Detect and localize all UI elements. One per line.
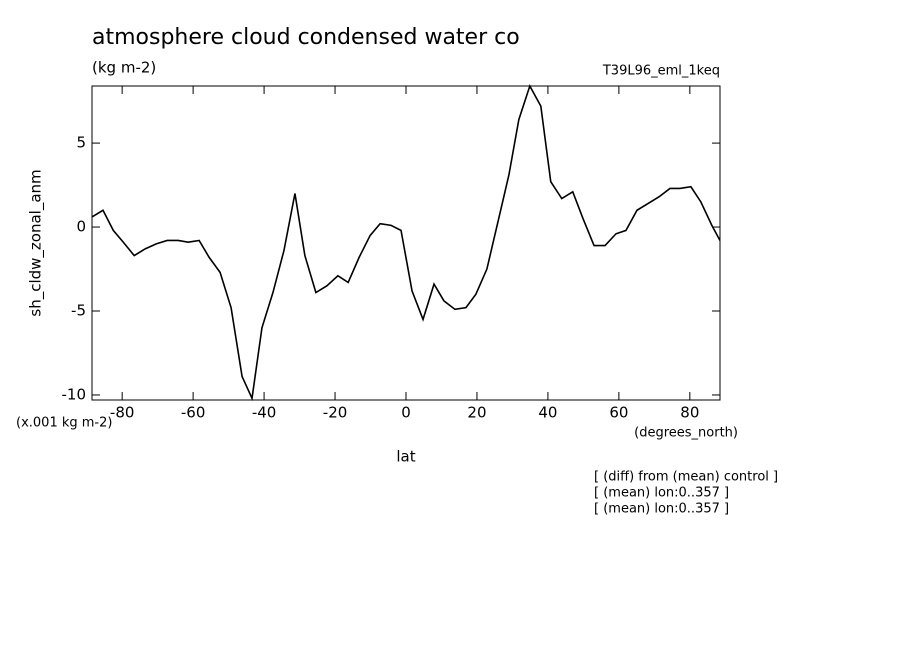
subtitle: (kg m-2)	[92, 59, 156, 77]
x-axis-label: lat	[396, 448, 415, 466]
plot-frame	[91, 85, 721, 401]
y-tick-label: 0	[76, 218, 86, 236]
y-tick-label: -10	[62, 385, 87, 403]
note: [ (mean) lon:0..357 ]	[594, 486, 729, 501]
chart-title: atmosphere cloud condensed water co	[92, 25, 520, 50]
x-tick-label: 40	[538, 404, 557, 422]
note: [ (mean) lon:0..357 ]	[594, 502, 729, 517]
y-tick-label: -5	[71, 302, 86, 320]
y-axis-label: sh_cldw_zonal_anm	[27, 169, 46, 316]
y-tick-label: 5	[76, 134, 86, 152]
y-units: (x.001 kg m-2)	[16, 416, 112, 431]
x-tick-label: 20	[467, 404, 486, 422]
x-tick-label: 0	[401, 404, 411, 422]
data-line	[91, 83, 721, 402]
x-tick-label: -80	[110, 404, 135, 422]
x-tick-label: -20	[323, 404, 348, 422]
dataset-label: T39L96_eml_1keq	[602, 64, 720, 79]
x-tick-label: 80	[680, 404, 699, 422]
x-units: (degrees_north)	[634, 426, 738, 441]
note: [ (diff) from (mean) control ]	[594, 470, 778, 485]
x-tick-label: -40	[252, 404, 277, 422]
x-tick-label: 60	[609, 404, 628, 422]
x-tick-label: -60	[181, 404, 206, 422]
